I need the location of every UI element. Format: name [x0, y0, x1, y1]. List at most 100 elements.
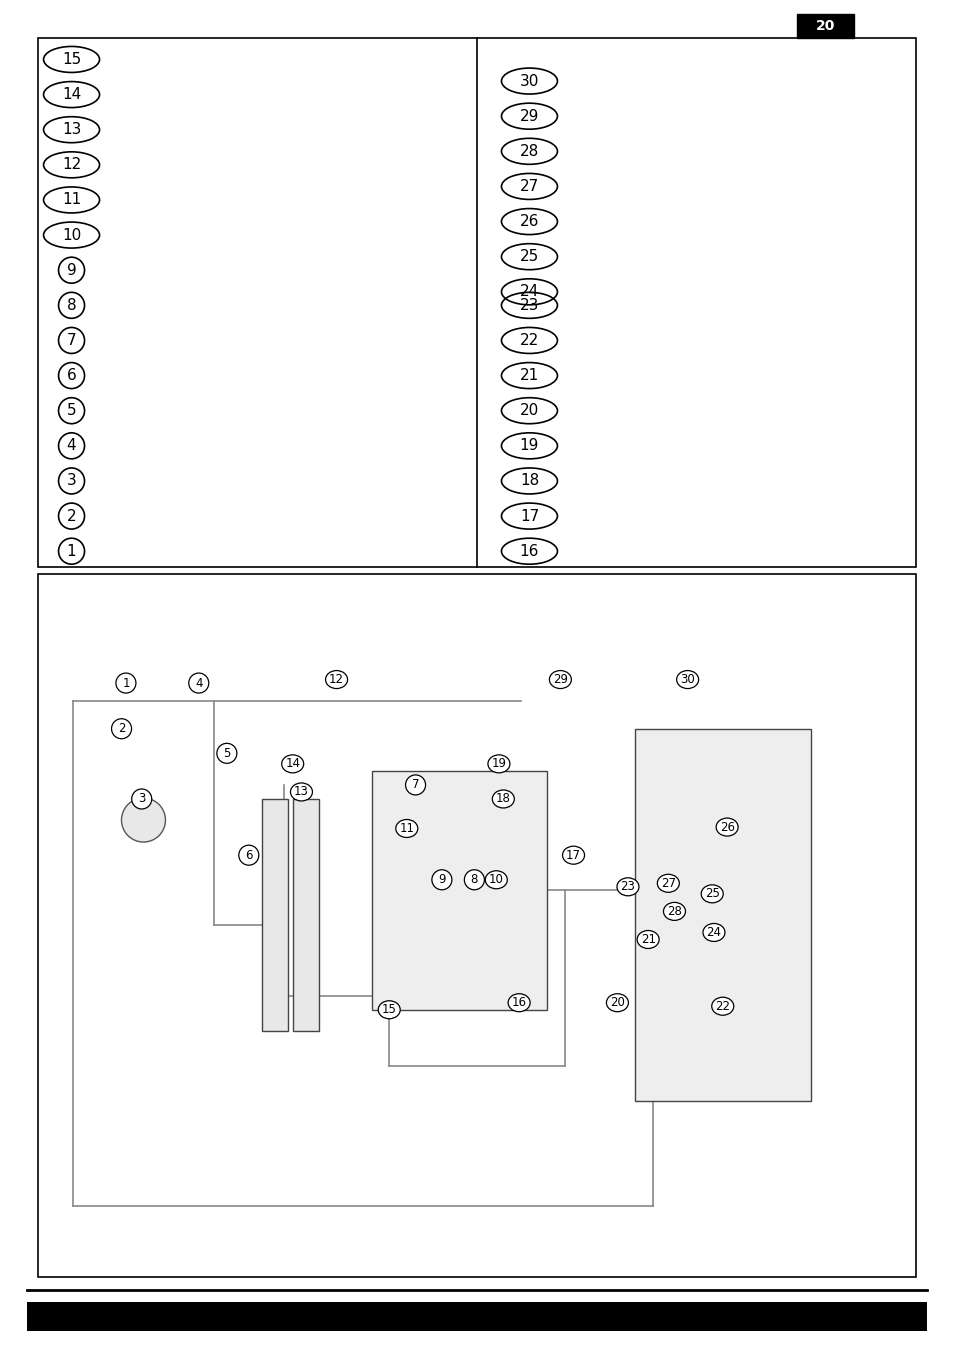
Text: 2: 2	[117, 723, 125, 735]
Text: 3: 3	[138, 793, 145, 805]
Ellipse shape	[700, 885, 722, 902]
Circle shape	[112, 719, 132, 739]
Bar	[38, 38, 915, 567]
Text: 27: 27	[660, 877, 675, 890]
Bar	[635, 728, 810, 1101]
Text: 2: 2	[67, 508, 76, 524]
Text: 28: 28	[519, 143, 538, 159]
Ellipse shape	[716, 819, 738, 836]
Text: 29: 29	[519, 108, 538, 124]
Bar	[293, 798, 318, 1031]
Text: 15: 15	[62, 51, 81, 68]
Ellipse shape	[492, 790, 514, 808]
Text: 13: 13	[294, 785, 309, 798]
Text: 19: 19	[519, 438, 538, 454]
Ellipse shape	[617, 878, 639, 896]
Bar	[38, 574, 915, 1277]
Text: 3: 3	[67, 473, 76, 489]
Text: 27: 27	[519, 178, 538, 195]
Text: 19: 19	[491, 758, 506, 770]
Circle shape	[121, 798, 165, 842]
Text: 28: 28	[666, 905, 681, 917]
Text: 4: 4	[194, 677, 202, 689]
Text: 5: 5	[223, 747, 231, 759]
Text: 21: 21	[640, 934, 655, 946]
Text: 5: 5	[67, 403, 76, 419]
Text: 8: 8	[67, 297, 76, 313]
Text: 4: 4	[67, 438, 76, 454]
Text: 20: 20	[815, 19, 834, 32]
Text: 18: 18	[519, 473, 538, 489]
Text: 21: 21	[519, 367, 538, 384]
Text: 10: 10	[488, 873, 503, 886]
Circle shape	[116, 673, 135, 693]
Text: 29: 29	[553, 673, 567, 686]
Bar	[262, 798, 288, 1031]
Ellipse shape	[395, 820, 417, 838]
Text: 24: 24	[706, 925, 720, 939]
Circle shape	[405, 775, 425, 794]
Text: 6: 6	[245, 848, 253, 862]
Ellipse shape	[702, 924, 724, 942]
Text: 25: 25	[704, 888, 719, 900]
Text: 26: 26	[519, 213, 538, 230]
Text: 30: 30	[519, 73, 538, 89]
Ellipse shape	[281, 755, 303, 773]
Ellipse shape	[508, 994, 530, 1012]
Ellipse shape	[377, 1001, 400, 1019]
Circle shape	[216, 743, 236, 763]
Bar	[372, 771, 547, 1009]
Ellipse shape	[485, 871, 507, 889]
Ellipse shape	[290, 784, 313, 801]
Circle shape	[464, 870, 484, 890]
Ellipse shape	[549, 670, 571, 689]
Text: 12: 12	[62, 157, 81, 173]
Text: 17: 17	[519, 508, 538, 524]
Ellipse shape	[676, 670, 698, 689]
Text: 16: 16	[519, 543, 538, 559]
Text: 30: 30	[679, 673, 695, 686]
Ellipse shape	[662, 902, 685, 920]
Circle shape	[132, 789, 152, 809]
Text: 11: 11	[399, 821, 414, 835]
Text: 23: 23	[519, 297, 538, 313]
Text: 22: 22	[715, 1000, 729, 1013]
Text: 22: 22	[519, 332, 538, 349]
Text: 18: 18	[496, 793, 510, 805]
Ellipse shape	[562, 846, 584, 865]
Text: 10: 10	[62, 227, 81, 243]
Text: 15: 15	[381, 1004, 396, 1016]
Text: 16: 16	[511, 996, 526, 1009]
Ellipse shape	[711, 997, 733, 1015]
Text: 20: 20	[519, 403, 538, 419]
Text: 6: 6	[67, 367, 76, 384]
Text: 8: 8	[470, 873, 477, 886]
Text: 9: 9	[437, 873, 445, 886]
Bar	[796, 14, 853, 38]
Ellipse shape	[657, 874, 679, 892]
Text: 17: 17	[565, 848, 580, 862]
Ellipse shape	[487, 755, 510, 773]
Ellipse shape	[606, 994, 628, 1012]
Text: 1: 1	[122, 677, 130, 689]
Text: 23: 23	[619, 881, 635, 893]
Circle shape	[189, 673, 209, 693]
Text: 7: 7	[412, 778, 419, 792]
Text: 9: 9	[67, 262, 76, 278]
Text: 25: 25	[519, 249, 538, 265]
Ellipse shape	[325, 670, 347, 689]
Text: 26: 26	[719, 820, 734, 834]
Text: 14: 14	[62, 86, 81, 103]
Circle shape	[238, 846, 258, 865]
Text: 13: 13	[62, 122, 81, 138]
Text: 12: 12	[329, 673, 344, 686]
Text: 24: 24	[519, 284, 538, 300]
Bar	[27, 1302, 926, 1331]
Text: 20: 20	[609, 996, 624, 1009]
Text: 1: 1	[67, 543, 76, 559]
Text: 7: 7	[67, 332, 76, 349]
Text: 11: 11	[62, 192, 81, 208]
Text: 14: 14	[285, 758, 300, 770]
Ellipse shape	[637, 931, 659, 948]
Circle shape	[432, 870, 452, 890]
